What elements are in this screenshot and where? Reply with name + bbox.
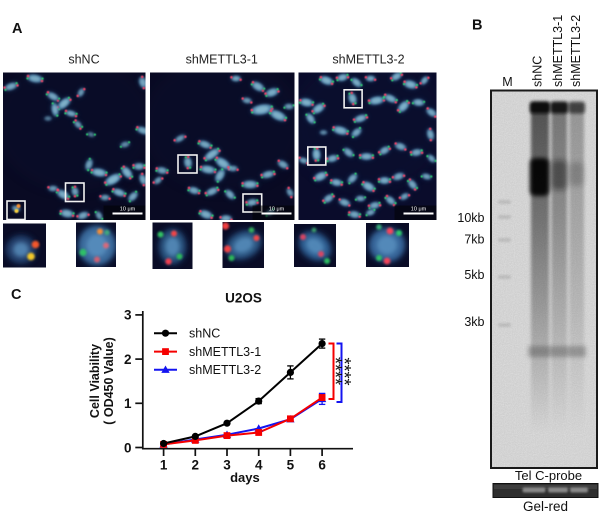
svg-text:B: B: [472, 18, 482, 34]
svg-text:5kb: 5kb: [464, 268, 484, 282]
svg-text:****: ****: [325, 357, 345, 385]
svg-text:1: 1: [160, 458, 168, 473]
svg-text:10kb: 10kb: [457, 211, 484, 225]
svg-text:C: C: [11, 287, 22, 303]
svg-text:Tel C-probe: Tel C-probe: [515, 468, 582, 483]
svg-text:10 μm: 10 μm: [269, 207, 285, 213]
svg-text:U2OS: U2OS: [225, 291, 262, 306]
svg-text:days: days: [230, 470, 260, 485]
svg-text:shNC: shNC: [189, 326, 220, 340]
svg-text:3: 3: [223, 458, 231, 473]
svg-text:( OD450 Value): ( OD450 Value): [102, 337, 116, 425]
svg-text:Cell Viability: Cell Viability: [88, 344, 102, 418]
svg-text:1: 1: [124, 396, 132, 411]
svg-text:10 μm: 10 μm: [411, 207, 427, 213]
svg-text:2: 2: [192, 458, 200, 473]
svg-text:shNC: shNC: [68, 53, 99, 67]
svg-text:6: 6: [318, 458, 326, 473]
svg-text:5: 5: [287, 458, 295, 473]
svg-text:4: 4: [255, 458, 263, 473]
svg-text:A: A: [12, 21, 23, 37]
svg-text:3: 3: [124, 308, 132, 323]
svg-text:shNC: shNC: [531, 56, 545, 87]
svg-text:shMETTL3-1: shMETTL3-1: [551, 15, 565, 87]
svg-text:3kb: 3kb: [464, 315, 484, 329]
svg-text:7kb: 7kb: [464, 233, 484, 247]
svg-text:2: 2: [124, 352, 132, 367]
svg-text:Gel-red: Gel-red: [523, 499, 568, 514]
svg-text:10 μm: 10 μm: [120, 207, 136, 213]
svg-text:shMETTL3-2: shMETTL3-2: [332, 53, 404, 67]
svg-text:shMETTL3-2: shMETTL3-2: [189, 363, 261, 377]
svg-text:M: M: [502, 75, 512, 89]
svg-text:shMETTL3-2: shMETTL3-2: [569, 15, 583, 87]
svg-text:shMETTL3-1: shMETTL3-1: [186, 53, 258, 67]
svg-text:shMETTL3-1: shMETTL3-1: [189, 345, 261, 359]
svg-text:****: ****: [334, 358, 354, 386]
svg-text:0: 0: [124, 440, 132, 455]
